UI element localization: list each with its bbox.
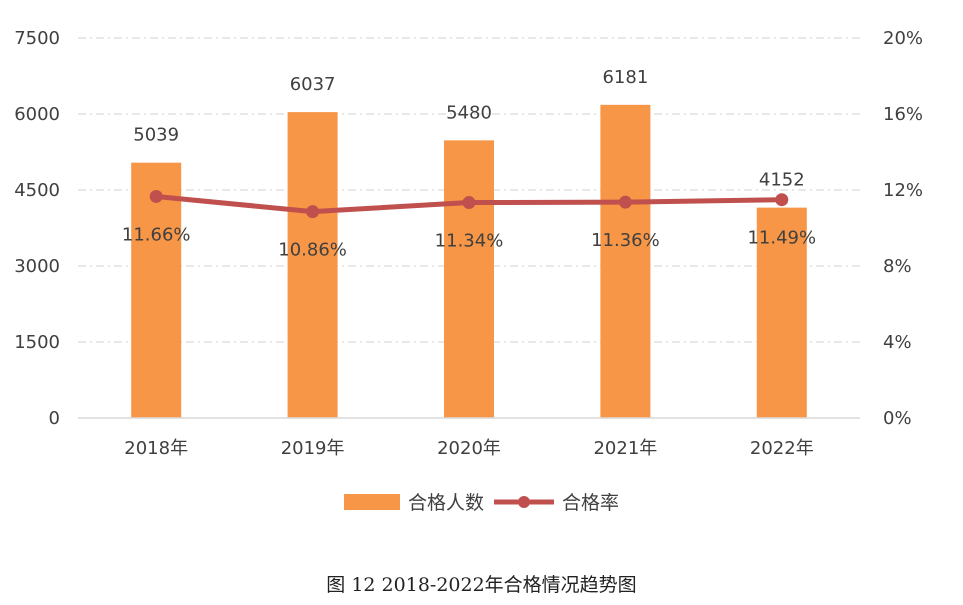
y-axis-right: 20% 16% 12% 8% 4% 0%	[883, 28, 923, 429]
x-tick-label: 2018年	[124, 438, 188, 459]
legend-item-line: 合格率	[494, 488, 619, 515]
legend-item-bar: 合格人数	[343, 488, 484, 515]
bar	[287, 112, 338, 418]
y-left-tick-label: 3000	[14, 256, 60, 277]
y-right-tick-label: 4%	[883, 332, 912, 353]
bar	[756, 207, 807, 418]
legend: 合格人数 合格率	[0, 488, 963, 515]
y-left-tick-label: 4500	[14, 180, 60, 201]
y-left-tick-label: 1500	[14, 332, 60, 353]
bar	[600, 104, 651, 418]
line-data-label: 11.36%	[591, 230, 660, 251]
bar	[131, 162, 182, 418]
bar-data-label: 4152	[759, 170, 805, 191]
line-data-label: 11.34%	[435, 231, 504, 252]
line-data-label: 11.49%	[747, 228, 816, 249]
legend-bar-label: 合格人数	[407, 492, 484, 514]
y-axis-left: 7500 6000 4500 3000 1500 0	[14, 28, 60, 429]
line-data-label: 11.66%	[122, 224, 191, 245]
bar-data-label: 5039	[133, 125, 179, 146]
y-left-tick-label: 0	[49, 408, 60, 429]
line-point	[306, 205, 320, 219]
x-axis: 2018年 2019年 2020年 2021年 2022年	[78, 417, 860, 459]
y-left-tick-label: 7500	[14, 28, 60, 49]
bar-data-label: 6181	[602, 67, 648, 88]
y-left-tick-label: 6000	[14, 104, 60, 125]
line-point	[775, 193, 789, 207]
legend-line-label: 合格率	[562, 492, 620, 514]
figure-caption: 图 12 2018-2022年合格情况趋势图	[326, 574, 637, 596]
bar	[444, 140, 494, 418]
line-point	[462, 196, 476, 210]
y-right-tick-label: 8%	[883, 256, 912, 277]
line-series	[149, 189, 789, 219]
x-tick-label: 2021年	[593, 438, 657, 459]
x-tick-label: 2022年	[750, 438, 814, 459]
line-data-label: 10.86%	[278, 240, 347, 261]
x-tick-label: 2019年	[281, 438, 345, 459]
bar-data-label: 6037	[290, 74, 336, 95]
chart-area: 7500 6000 4500 3000 1500 0 20% 16% 12% 8% 4% 0% 20…	[14, 28, 923, 459]
y-right-tick-label: 12%	[883, 180, 923, 201]
legend-line-swatch	[494, 495, 554, 508]
y-right-tick-label: 20%	[883, 28, 923, 49]
x-tick-label: 2020年	[437, 438, 501, 459]
line-data-labels: 11.66% 10.86% 11.34% 11.36% 11.49%	[122, 224, 816, 260]
y-right-tick-label: 16%	[883, 104, 923, 125]
y-right-tick-label: 0%	[883, 408, 912, 429]
line-point	[618, 195, 632, 209]
bar-data-label: 5480	[446, 102, 492, 123]
legend-bar-swatch	[343, 493, 400, 510]
bar-data-labels: 5039 6037 5480 6181 4152	[133, 67, 804, 191]
line-point	[149, 189, 163, 203]
bar-series	[131, 104, 807, 418]
